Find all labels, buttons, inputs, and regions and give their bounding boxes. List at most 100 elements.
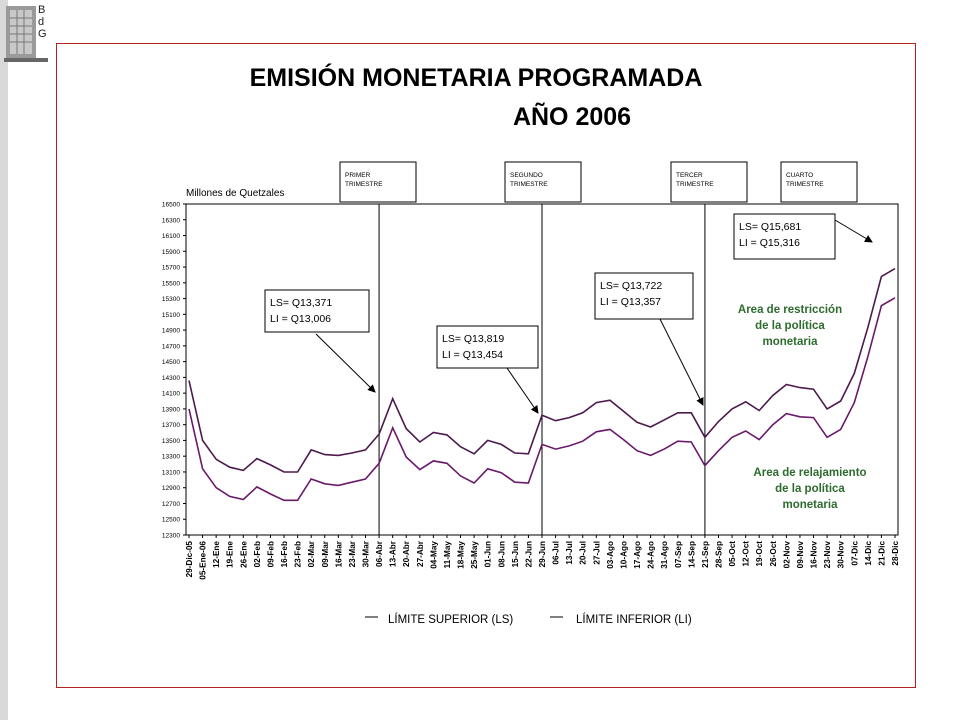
y-tick-label: 15300	[162, 296, 180, 303]
y-tick-label: 14500	[162, 359, 180, 366]
y-tick-label: 13700	[162, 422, 180, 429]
x-tick-label: 29-Jun	[538, 541, 547, 567]
x-tick-label: 30-Nov	[837, 541, 846, 569]
x-tick-label: 29-Dic-05	[185, 541, 194, 578]
x-tick-label: 02-Feb	[253, 541, 262, 567]
quarter-header-label: CUARTO	[786, 172, 813, 179]
y-tick-label: 14900	[162, 328, 180, 335]
logo-letter: G	[38, 28, 47, 40]
area-label-restriction: Area de restricción	[738, 304, 842, 316]
x-tick-label: 09-Feb	[266, 541, 275, 567]
bank-logo	[4, 6, 48, 62]
x-tick-label: 31-Ago	[660, 541, 669, 569]
quarter-header-label: TRIMESTRE	[786, 181, 824, 188]
quarter-header-label: TERCER	[676, 172, 703, 179]
quarter-header-box	[339, 161, 417, 203]
x-tick-label: 26-Oct	[769, 541, 778, 567]
x-tick-label: 15-Jun	[511, 541, 520, 567]
x-tick-label: 23-Feb	[294, 541, 303, 567]
x-tick-label: 24-Ago	[647, 541, 656, 569]
area-label-relaxation: monetaria	[783, 499, 839, 511]
x-tick-label: 12-Oct	[742, 541, 751, 567]
annotation-text: LS= Q13,819	[442, 333, 504, 345]
x-tick-label: 09-Mar	[321, 540, 330, 567]
legend-label-ls: LÍMITE SUPERIOR (LS)	[388, 613, 513, 626]
y-tick-label: 12500	[162, 517, 180, 524]
area-label-relaxation: Area de relajamiento	[753, 467, 866, 479]
y-tick-label: 16500	[162, 202, 180, 209]
y-tick-label: 15500	[162, 280, 180, 287]
y-tick-label: 13500	[162, 438, 180, 445]
x-tick-label: 13-Jul	[565, 541, 574, 565]
x-tick-label: 20-Abr	[402, 540, 411, 567]
annotation-text: LI = Q15,316	[739, 237, 800, 249]
x-tick-label: 19-Ene	[226, 541, 235, 568]
logo-letters: B d G	[38, 4, 47, 40]
x-tick-label: 23-Mar	[348, 540, 357, 567]
y-tick-label: 14100	[162, 391, 180, 398]
y-tick-label: 15100	[162, 312, 180, 319]
x-tick-label: 16-Feb	[280, 541, 289, 567]
annotation-arrow	[315, 333, 376, 393]
x-tick-label: 21-Dic	[877, 541, 886, 566]
y-tick-label: 16300	[162, 217, 180, 224]
x-tick-label: 22-Jun	[524, 541, 533, 567]
x-tick-label: 27-Jul	[592, 541, 601, 565]
x-tick-label: 01-Jun	[484, 541, 493, 567]
quarter-header-box	[670, 161, 748, 203]
y-tick-label: 15700	[162, 265, 180, 272]
annotation-text: LI = Q13,357	[600, 296, 661, 308]
x-tick-label: 28-Sep	[715, 541, 724, 568]
quarter-header-label: TRIMESTRE	[510, 181, 548, 188]
x-tick-label: 04-May	[429, 541, 438, 569]
x-tick-label: 21-Sep	[701, 541, 710, 568]
x-tick-label: 12-Ene	[212, 541, 221, 568]
x-tick-label: 19-Oct	[755, 541, 764, 567]
x-tick-label: 18-May	[457, 541, 466, 569]
decorative-side-bar	[0, 0, 8, 720]
y-tick-label: 12300	[162, 533, 180, 540]
legend-label-li: LÍMITE INFERIOR (LI)	[576, 613, 692, 626]
x-tick-label: 20-Jul	[579, 541, 588, 565]
annotation-text: LS= Q13,371	[270, 297, 332, 309]
x-tick-label: 07-Sep	[674, 541, 683, 568]
x-tick-label: 05-Oct	[728, 541, 737, 567]
annotation-box	[733, 213, 836, 260]
area-label-relaxation: de la política	[775, 483, 845, 495]
quarter-header-box	[780, 161, 858, 203]
slide-frame	[56, 43, 916, 688]
y-tick-label: 13100	[162, 469, 180, 476]
series-line-ls	[188, 267, 896, 473]
annotation-text: LS= Q15,681	[739, 221, 801, 233]
x-tick-label: 14-Dic	[864, 541, 873, 566]
area-label-restriction: monetaria	[763, 336, 819, 348]
x-tick-label: 10-Ago	[619, 541, 628, 569]
annotation-text: LS= Q13,722	[600, 280, 662, 292]
x-tick-label: 11-May	[443, 541, 452, 569]
x-tick-label: 03-Ago	[606, 541, 615, 569]
quarter-header-label: SEGUNDO	[510, 172, 543, 179]
x-tick-label: 08-Jun	[497, 541, 506, 567]
x-tick-label: 05-Ene-06	[199, 541, 208, 580]
y-tick-label: 12700	[162, 501, 180, 508]
quarter-header-label: PRIMER	[345, 172, 371, 179]
logo-letter: B	[38, 4, 46, 16]
annotation-arrow	[506, 367, 539, 414]
chart-title: EMISIÓN MONETARIA PROGRAMADA	[249, 64, 703, 92]
chart-subtitle: AÑO 2006	[512, 103, 632, 131]
series-line-li	[188, 297, 896, 502]
annotation-arrow	[834, 219, 873, 243]
x-tick-label: 17-Ago	[633, 541, 642, 569]
x-tick-label: 16-Nov	[810, 541, 819, 569]
x-tick-label: 02-Mar	[307, 540, 316, 567]
annotation-box	[264, 289, 370, 333]
y-tick-label: 12900	[162, 485, 180, 492]
annotation-box	[594, 272, 694, 320]
quarter-header-label: TRIMESTRE	[676, 181, 714, 188]
x-tick-label: 23-Nov	[823, 541, 832, 569]
y-tick-label: 13900	[162, 406, 180, 413]
x-tick-label: 06-Jul	[552, 541, 561, 565]
x-tick-label: 30-Mar	[362, 540, 371, 567]
y-tick-label: 14700	[162, 343, 180, 350]
